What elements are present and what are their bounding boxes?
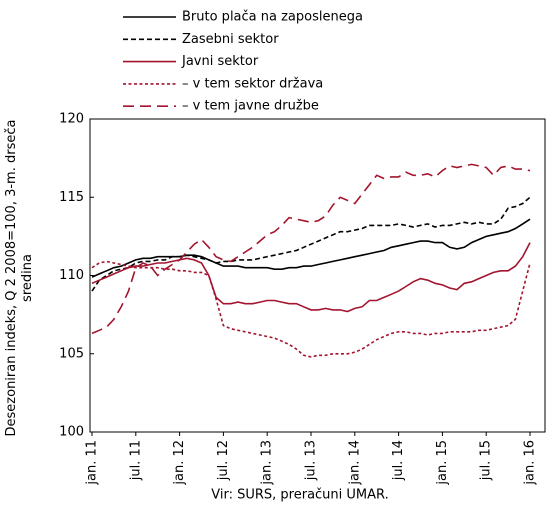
x-tick-label: jul. 15 [479, 440, 494, 481]
legend-label: – v tem javne družbe [182, 99, 319, 114]
series-line [91, 242, 531, 313]
x-tick-label: jan. 15 [435, 440, 450, 486]
y-tick-label: 120 [59, 112, 84, 127]
legend-label: Javni sektor [181, 54, 259, 69]
series-line [91, 260, 531, 358]
y-axis-label: Desezoniran indeks, Q 2 2008=100, 3-m. d… [4, 119, 35, 437]
x-tick-label: jul. 14 [391, 440, 406, 481]
source-note: Vir: SURS, preračuni UMAR. [211, 488, 388, 503]
y-tick-label: 110 [59, 268, 84, 283]
x-tick-label: jan. 16 [523, 440, 538, 486]
series-line [91, 196, 531, 292]
x-tick-label: jan. 12 [172, 440, 187, 486]
x-tick-label: jan. 14 [347, 440, 362, 486]
series-line [91, 163, 531, 335]
x-tick-label: jul. 11 [128, 440, 143, 481]
y-tick-label: 105 [59, 346, 84, 361]
legend-label: – v tem sektor država [182, 76, 323, 91]
legend-label: Zasebni sektor [182, 32, 279, 47]
x-tick-label: jan. 11 [85, 440, 100, 486]
y-tick-label: 115 [59, 190, 84, 205]
legend-label: Bruto plača na zaposlenega [182, 10, 363, 25]
x-tick-label: jan. 13 [260, 440, 275, 486]
x-tick-label: jul. 13 [304, 440, 319, 481]
series-line [91, 218, 531, 278]
x-tick-label: jul. 12 [216, 440, 231, 481]
y-tick-label: 100 [59, 425, 84, 440]
